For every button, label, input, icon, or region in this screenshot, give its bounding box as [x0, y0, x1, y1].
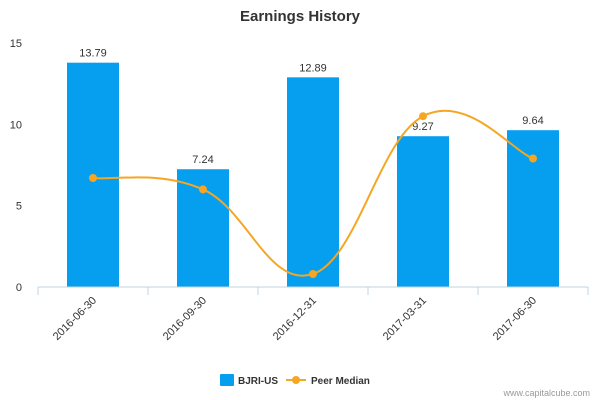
y-tick-label: 15 — [10, 38, 22, 50]
legend-swatch-bjri — [220, 374, 234, 386]
bar-data-label: 12.89 — [299, 62, 327, 74]
x-tick-label: 2016-12-31 — [271, 295, 319, 343]
bar-data-label: 9.27 — [412, 121, 433, 133]
peer-median-point — [89, 174, 97, 183]
bar-bjri — [397, 136, 449, 287]
x-tick-label: 2017-03-31 — [381, 295, 429, 343]
legend: BJRI-US Peer Median — [220, 374, 370, 387]
legend-label-peer-median: Peer Median — [311, 376, 370, 387]
peer-median-point — [419, 112, 427, 121]
y-tick-label: 0 — [16, 282, 22, 294]
bar-data-label: 9.64 — [522, 115, 543, 127]
legend-label-bjri: BJRI-US — [238, 376, 278, 387]
x-tick-label: 2016-06-30 — [51, 295, 99, 343]
y-tick-label: 10 — [10, 119, 22, 131]
bars-group: 13.79 7.24 12.89 9.27 9.64 — [67, 48, 559, 288]
y-tick-label: 5 — [16, 201, 22, 213]
peer-median-point — [529, 154, 537, 163]
credit-text: www.capitalcube.com — [502, 388, 590, 398]
x-axis: 2016-06-30 2016-09-30 2016-12-31 2017-03-31… — [37, 286, 589, 343]
bar-data-label: 13.79 — [79, 48, 107, 60]
y-axis: 0 5 10 15 — [10, 38, 22, 294]
peer-median-line-group — [89, 109, 537, 278]
bar-bjri — [507, 130, 559, 287]
chart-title: Earnings History — [240, 8, 361, 25]
legend-swatch-peer-median-dot — [292, 376, 300, 384]
peer-median-point — [199, 185, 207, 194]
x-tick-label: 2017-06-30 — [491, 295, 539, 343]
bar-data-label: 7.24 — [192, 154, 213, 166]
peer-median-line — [92, 109, 534, 277]
peer-median-point — [309, 269, 317, 278]
bar-bjri — [287, 77, 339, 288]
x-tick-label: 2016-09-30 — [161, 295, 209, 343]
